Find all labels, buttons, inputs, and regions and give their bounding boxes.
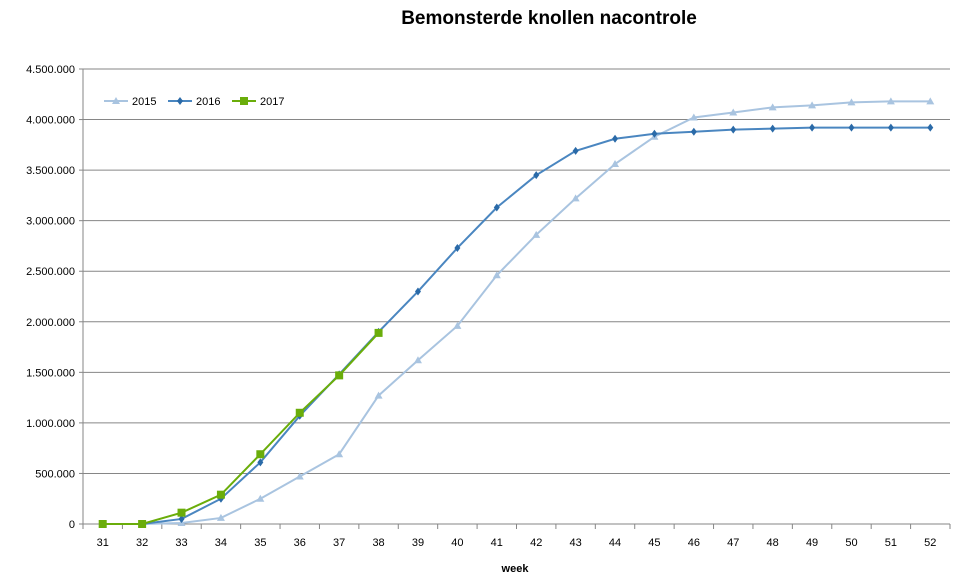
x-tick-label: 49 bbox=[806, 537, 818, 549]
y-tick-label: 500.000 bbox=[35, 468, 75, 480]
legend-label: 2017 bbox=[260, 96, 284, 108]
data-point-triangle bbox=[847, 98, 856, 106]
y-tick-label: 4.000.000 bbox=[26, 115, 75, 127]
data-point-triangle bbox=[611, 160, 620, 168]
y-tick-label: 4.500.000 bbox=[26, 64, 75, 76]
data-point-square bbox=[216, 490, 225, 499]
data-point-triangle bbox=[216, 513, 225, 521]
chart-title: Bemonsterde knollen nacontrole bbox=[401, 8, 697, 29]
x-tick-label: 36 bbox=[294, 537, 306, 549]
x-tick-label: 51 bbox=[885, 537, 897, 549]
data-point-square bbox=[98, 520, 107, 528]
legend-label: 2015 bbox=[132, 96, 156, 108]
data-point-triangle bbox=[374, 391, 383, 399]
x-tick-label: 45 bbox=[648, 537, 660, 549]
data-point-diamond bbox=[730, 125, 737, 134]
x-tick-label: 46 bbox=[688, 537, 700, 549]
data-point-diamond bbox=[651, 129, 658, 138]
data-point-triangle bbox=[689, 113, 698, 121]
data-point-triangle bbox=[768, 103, 777, 111]
y-tick-label: 3.000.000 bbox=[26, 216, 75, 228]
data-point-square bbox=[177, 508, 186, 517]
x-tick-label: 42 bbox=[530, 537, 542, 549]
x-tick-label: 37 bbox=[333, 537, 345, 549]
series-line-2016 bbox=[102, 126, 931, 525]
data-point-diamond bbox=[533, 171, 540, 180]
legend-item-2015: 2015 bbox=[104, 96, 156, 108]
data-point-triangle bbox=[335, 450, 344, 458]
series-line-2015 bbox=[102, 100, 931, 525]
data-point-diamond bbox=[572, 146, 579, 155]
y-tick-label: 1.500.000 bbox=[26, 367, 75, 379]
data-point-triangle bbox=[571, 194, 580, 202]
data-point-square bbox=[256, 450, 265, 459]
data-point-diamond bbox=[493, 203, 500, 212]
y-tick-label: 2.500.000 bbox=[26, 266, 75, 278]
data-point-diamond bbox=[848, 123, 855, 132]
data-point-triangle bbox=[112, 97, 120, 104]
data-point-square bbox=[240, 97, 248, 105]
data-point-triangle bbox=[453, 321, 462, 329]
legend-label: 2016 bbox=[196, 96, 220, 108]
data-point-triangle bbox=[413, 356, 422, 364]
x-tick-label: 39 bbox=[412, 537, 424, 549]
x-tick-label: 41 bbox=[491, 537, 503, 549]
data-point-diamond bbox=[809, 123, 816, 132]
x-tick-label: 52 bbox=[924, 537, 936, 549]
data-point-diamond bbox=[178, 514, 185, 523]
series-2016 bbox=[99, 123, 934, 528]
legend-item-2017: 2017 bbox=[232, 96, 284, 108]
x-tick-label: 50 bbox=[845, 537, 857, 549]
data-point-diamond bbox=[414, 287, 421, 296]
x-tick-label: 43 bbox=[569, 537, 581, 549]
x-tick-label: 40 bbox=[451, 537, 463, 549]
y-tick-label: 2.000.000 bbox=[26, 317, 75, 329]
data-point-triangle bbox=[926, 97, 935, 105]
series-2015 bbox=[98, 97, 935, 527]
x-tick-label: 34 bbox=[215, 537, 227, 549]
x-tick-label: 32 bbox=[136, 537, 148, 549]
series-line-2017 bbox=[102, 332, 380, 525]
legend-item-2016: 2016 bbox=[168, 96, 220, 108]
data-point-triangle bbox=[729, 108, 738, 116]
data-point-triangle bbox=[808, 101, 817, 109]
data-point-square bbox=[295, 408, 304, 417]
x-tick-label: 31 bbox=[97, 537, 109, 549]
x-tick-label: 47 bbox=[727, 537, 739, 549]
y-tick-label: 1.000.000 bbox=[26, 418, 75, 430]
data-point-diamond bbox=[177, 97, 183, 105]
x-tick-label: 35 bbox=[254, 537, 266, 549]
x-tick-label: 38 bbox=[372, 537, 384, 549]
y-tick-label: 3.500.000 bbox=[26, 165, 75, 177]
data-point-diamond bbox=[769, 124, 776, 133]
data-point-diamond bbox=[454, 243, 461, 252]
x-tick-label: 33 bbox=[175, 537, 187, 549]
data-point-diamond bbox=[257, 458, 264, 467]
data-point-diamond bbox=[612, 134, 619, 143]
data-point-triangle bbox=[256, 494, 265, 502]
data-point-triangle bbox=[532, 230, 541, 238]
data-point-square bbox=[138, 520, 147, 528]
data-point-square bbox=[335, 371, 344, 380]
data-point-square bbox=[374, 328, 383, 337]
data-point-diamond bbox=[927, 123, 934, 132]
x-axis-label: week bbox=[501, 563, 530, 572]
data-point-triangle bbox=[492, 271, 501, 279]
data-point-triangle bbox=[886, 97, 895, 105]
data-point-diamond bbox=[690, 127, 697, 136]
data-point-triangle bbox=[295, 472, 304, 480]
y-tick-label: 0 bbox=[69, 519, 75, 531]
series-2017 bbox=[98, 328, 383, 528]
x-tick-label: 48 bbox=[767, 537, 779, 549]
data-point-diamond bbox=[887, 123, 894, 132]
x-tick-label: 44 bbox=[609, 537, 621, 549]
